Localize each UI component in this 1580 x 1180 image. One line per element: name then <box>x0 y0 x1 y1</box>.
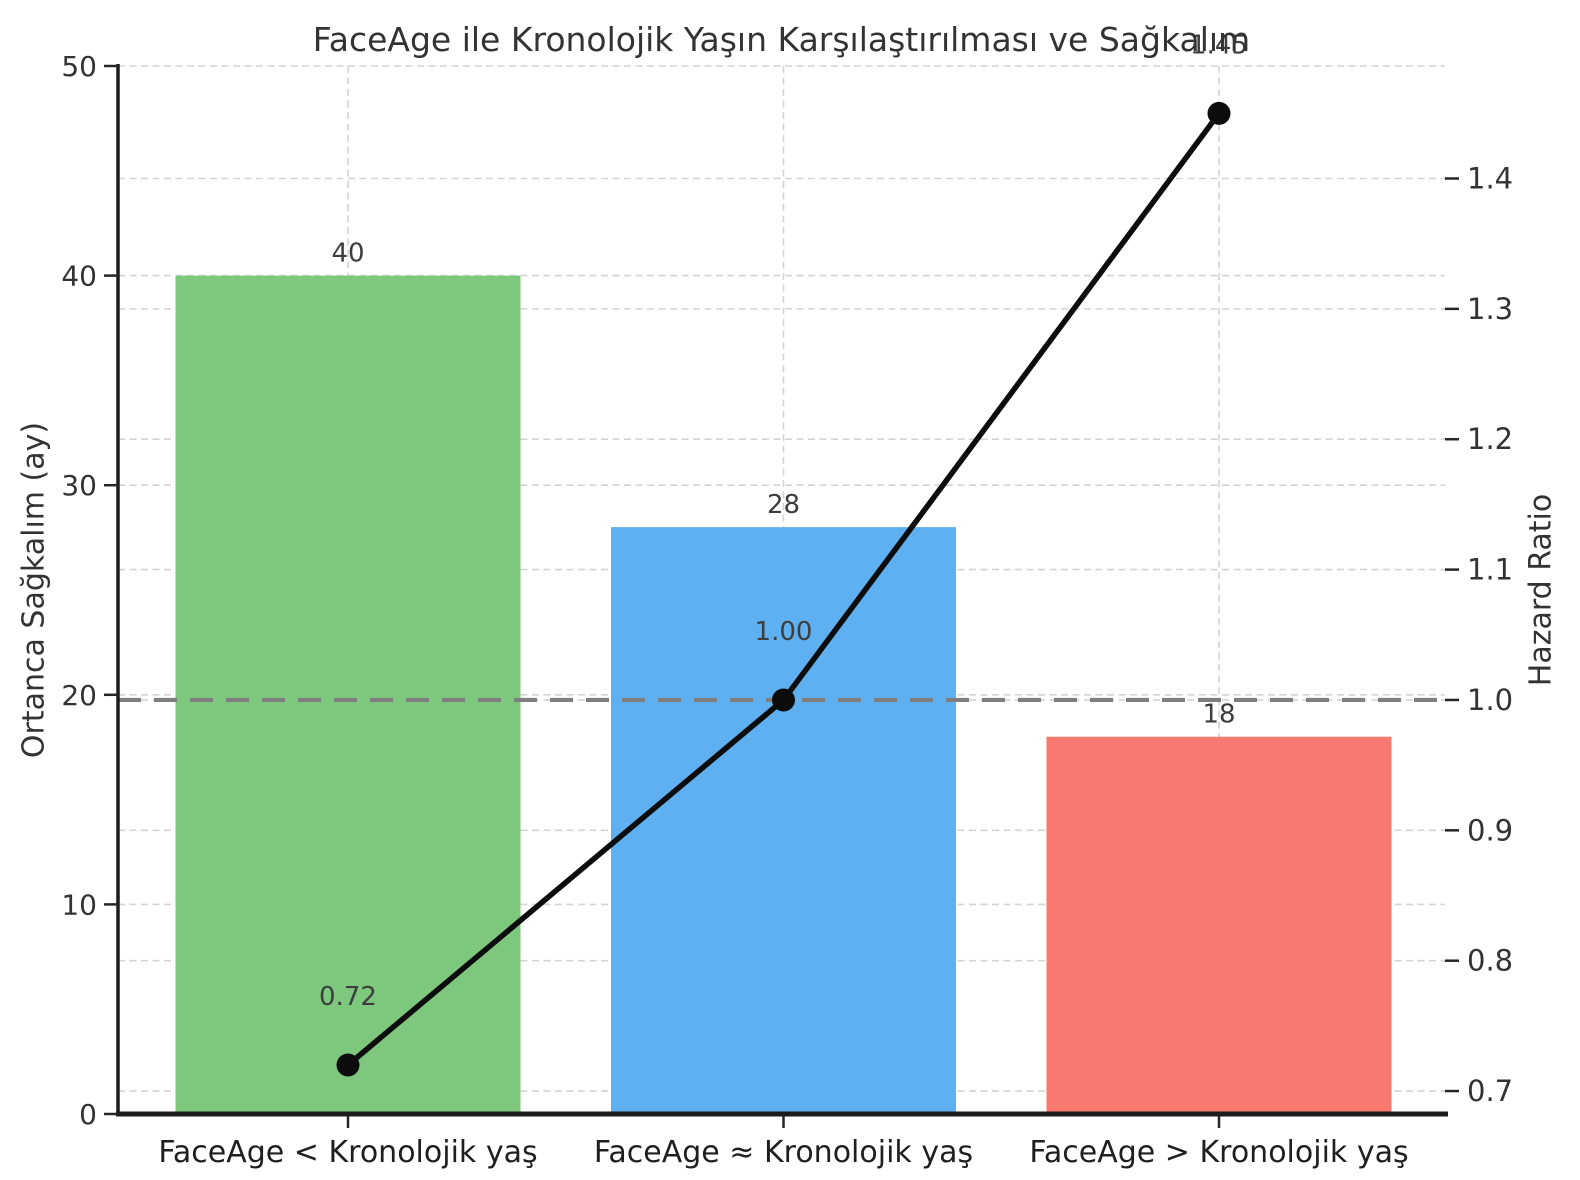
line-value-label: 1.45 <box>1190 30 1248 60</box>
bar-faceage-equal <box>611 527 956 1114</box>
hazard-ratio-marker <box>336 1053 360 1077</box>
right-axis-title: Hazard Ratio <box>1523 493 1559 687</box>
hazard-ratio-marker <box>772 688 795 712</box>
right-tick-label: 1.1 <box>1467 553 1513 587</box>
chart-title: FaceAge ile Kronolojik Yaşın Karşılaştır… <box>312 20 1251 59</box>
left-tick-label: 30 <box>61 469 97 502</box>
left-tick-label: 20 <box>61 679 97 712</box>
left-tick-label: 10 <box>61 888 97 921</box>
left-tick-label: 40 <box>61 260 97 293</box>
right-tick-label: 1.0 <box>1467 683 1513 717</box>
line-value-label: 0.72 <box>319 982 377 1012</box>
bar-faceage-less <box>175 275 521 1115</box>
x-tick-label: FaceAge > Kronolojik yaş <box>1029 1135 1408 1170</box>
right-tick-label: 0.9 <box>1467 813 1513 847</box>
bar-value-label: 18 <box>1202 700 1235 730</box>
bar-value-label: 28 <box>767 490 800 520</box>
hazard-ratio-marker <box>1207 101 1231 125</box>
bar-value-label: 40 <box>331 239 364 269</box>
right-tick-label: 0.8 <box>1467 944 1513 978</box>
right-tick-label: 0.7 <box>1467 1074 1513 1108</box>
right-tick-label: 1.2 <box>1467 422 1513 456</box>
line-value-label: 1.00 <box>755 617 813 647</box>
right-tick-label: 1.3 <box>1467 292 1513 326</box>
left-axis-title: Ortanca Sağkalım (ay) <box>16 421 52 759</box>
left-tick-label: 0 <box>79 1098 97 1131</box>
x-tick-label: FaceAge ≈ Kronolojik yaş <box>594 1135 973 1170</box>
bar-faceage-greater <box>1046 736 1392 1114</box>
left-tick-label: 50 <box>61 50 97 83</box>
right-tick-label: 1.4 <box>1467 162 1513 196</box>
x-tick-label: FaceAge < Kronolojik yaş <box>158 1135 537 1170</box>
